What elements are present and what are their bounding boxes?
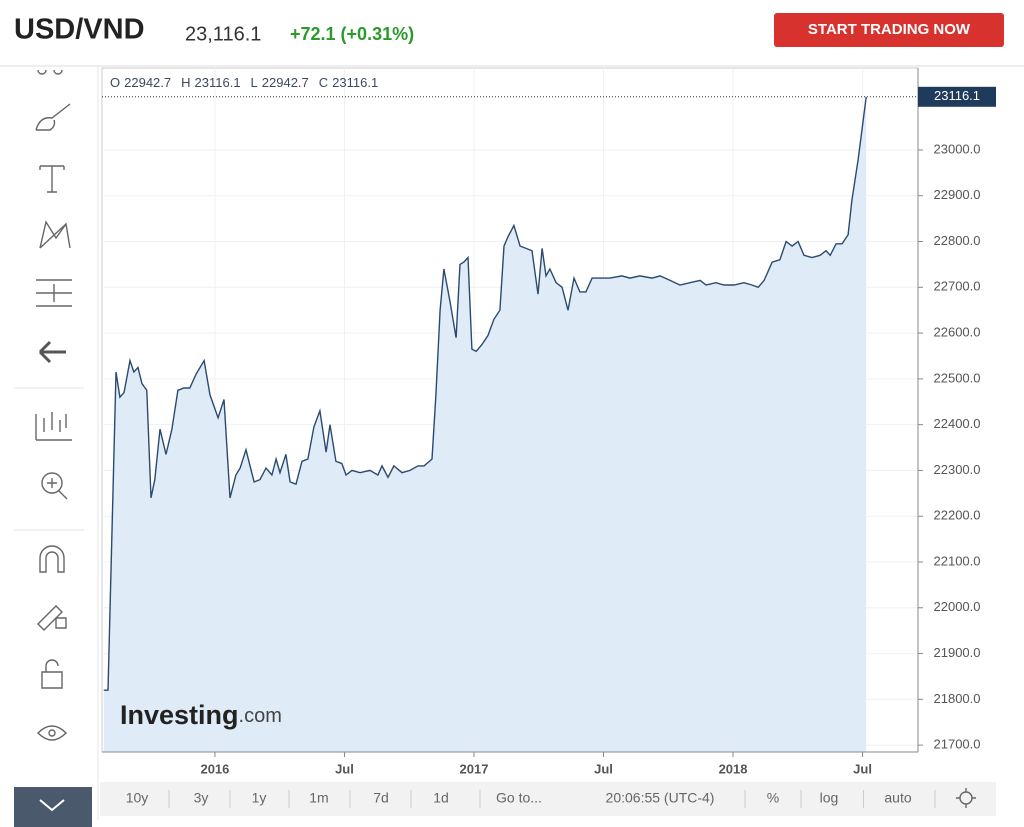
- tool-icon[interactable]: [38, 340, 66, 364]
- y-tick-label: 22200.0: [934, 508, 981, 523]
- y-tick-label: 22600.0: [934, 325, 981, 340]
- last-price-tag: [918, 86, 996, 107]
- x-tick-label: 2016: [200, 761, 229, 776]
- tool-icon[interactable]: [39, 545, 65, 573]
- axes: 21700.0 21800.0 21900.0 22000.0 22100.0 22200…: [102, 68, 996, 776]
- tool-icon[interactable]: [39, 165, 65, 193]
- tool-icon[interactable]: [37, 725, 67, 741]
- toolbar-button[interactable]: 1m: [309, 790, 328, 806]
- y-tick-label: 22000.0: [934, 599, 981, 614]
- y-tick-label: 21800.0: [934, 691, 981, 706]
- y-tick-label: 22800.0: [934, 233, 981, 248]
- x-tick-label: 2017: [460, 761, 489, 776]
- toolbar-button[interactable]: 20:06:55 (UTC-4): [606, 790, 715, 806]
- settings-icon[interactable]: [956, 788, 976, 808]
- x-tick-label: Jul: [594, 761, 613, 776]
- ohlc-key: C: [319, 75, 328, 90]
- watermark-brand: Investing: [120, 700, 239, 730]
- ohlc-value: 22942.7: [124, 75, 171, 90]
- toolbar-button[interactable]: log: [820, 790, 839, 806]
- y-tick-label: 22700.0: [934, 279, 981, 294]
- toolbar-button[interactable]: 7d: [373, 790, 389, 806]
- y-tick-label: 22900.0: [934, 187, 981, 202]
- tool-icon[interactable]: [35, 103, 71, 131]
- watermark-suffix: .com: [239, 705, 282, 727]
- area-fill: [103, 96, 867, 753]
- tool-icon[interactable]: [37, 69, 63, 75]
- y-tick-label: 22400.0: [934, 416, 981, 431]
- toolbar-button[interactable]: Go to...: [496, 790, 542, 806]
- left-toolbar: [14, 69, 92, 827]
- ohlc-legend: O 22942.7 H 23116.1 L 22942.7 C 23116.1: [110, 75, 378, 90]
- x-tick-label: Jul: [335, 761, 354, 776]
- ohlc-key: O: [110, 75, 120, 90]
- tool-icon[interactable]: [36, 279, 72, 307]
- y-tick-label: 21700.0: [934, 737, 981, 752]
- tool-icon[interactable]: [37, 605, 67, 631]
- toolbar-button[interactable]: 1y: [252, 790, 267, 806]
- toolbar-button[interactable]: 1d: [433, 790, 449, 806]
- y-tick-label: 22500.0: [934, 370, 981, 385]
- x-tick-label: 2018: [719, 761, 748, 776]
- y-tick-label: 21900.0: [934, 645, 981, 660]
- change: +72.1 (+0.31%): [290, 24, 414, 44]
- toolbar-button[interactable]: %: [767, 790, 779, 806]
- tool-icon[interactable]: [35, 412, 72, 441]
- tool-icon[interactable]: [39, 220, 71, 249]
- toolbar-button[interactable]: 3y: [194, 790, 209, 806]
- y-tick-label: 22100.0: [934, 553, 981, 568]
- x-tick-label: Jul: [853, 761, 872, 776]
- tool-icon[interactable]: [41, 659, 63, 689]
- toolbar-button[interactable]: 10y: [126, 790, 149, 806]
- plot-area: [101, 67, 919, 753]
- price: 23,116.1: [185, 23, 261, 45]
- price-line: [103, 96, 867, 691]
- trade-button[interactable]: [774, 13, 1004, 47]
- trade-button-label[interactable]: START TRADING NOW: [808, 21, 971, 38]
- bottom-toolbar: [100, 782, 996, 816]
- tool-icon[interactable]: [41, 472, 68, 500]
- last-price-label: 23116.1: [934, 88, 980, 103]
- ohlc-value: 23116.1: [195, 75, 241, 90]
- symbol: USD/VND: [14, 14, 145, 46]
- ohlc-value: 23116.1: [332, 75, 378, 90]
- y-tick-label: 22300.0: [934, 462, 981, 477]
- toolbar-button[interactable]: auto: [884, 790, 911, 806]
- collapse-icon[interactable]: [39, 799, 65, 812]
- ohlc-key: L: [251, 75, 258, 90]
- bottom-toolbar-items: 10y 3y 1y 1m 7d 1d Go to... 20:06:55 (UTC-4)% lo…: [126, 790, 936, 808]
- watermark: Investing.com: [120, 700, 282, 730]
- y-tick-label: 23000.0: [934, 141, 981, 156]
- ohlc-key: H: [181, 75, 190, 90]
- ohlc-value: 22942.7: [262, 75, 309, 90]
- collapse-button[interactable]: [14, 787, 92, 827]
